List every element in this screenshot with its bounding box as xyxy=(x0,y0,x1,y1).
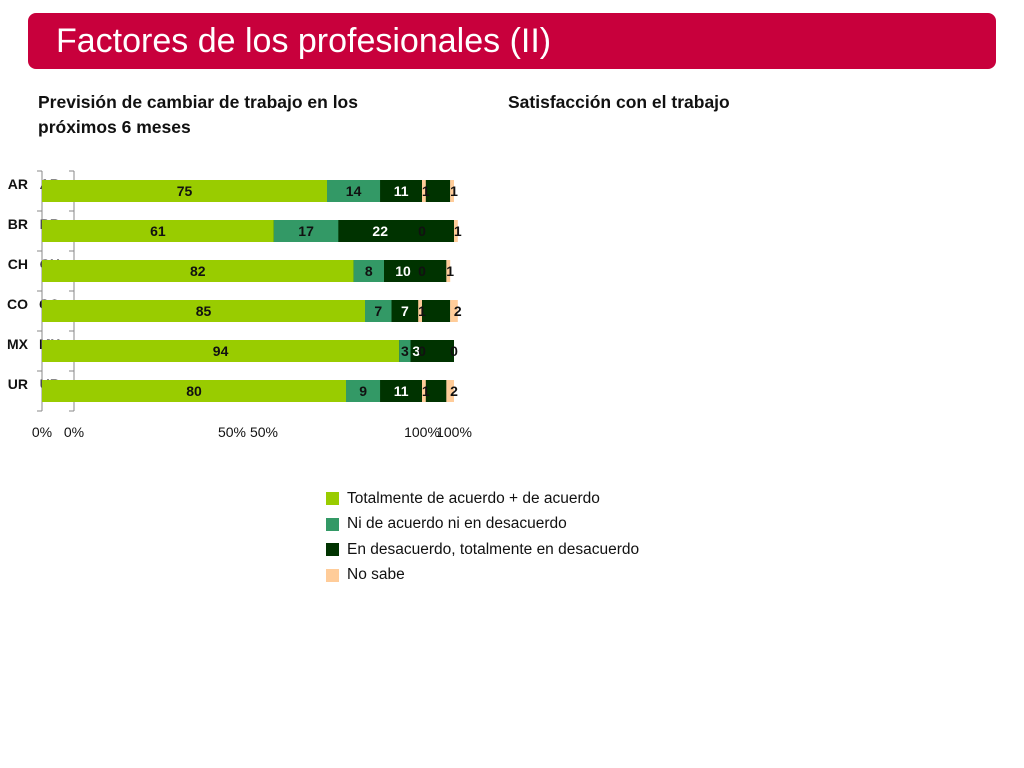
title-bar: Factores de los profesionales (II) xyxy=(28,13,996,69)
bar-segment xyxy=(353,260,384,282)
bar-segment xyxy=(42,340,400,362)
data-label: 2 xyxy=(454,303,462,319)
data-label: 1 xyxy=(454,223,462,239)
bar-segment xyxy=(380,180,422,202)
data-label: 14 xyxy=(346,183,362,199)
bar-segment xyxy=(391,300,419,322)
data-label: 1 xyxy=(418,303,426,319)
data-label: 61 xyxy=(150,223,166,239)
bar-segment xyxy=(422,180,426,202)
bar-segment xyxy=(42,380,346,402)
legend-item: En desacuerdo, totalmente en desacuerdo xyxy=(326,537,639,563)
bar-segment xyxy=(42,300,365,322)
data-label: 0 xyxy=(418,343,426,359)
data-label: 75 xyxy=(177,183,193,199)
chart-title-job-change: Previsión de cambiar de trabajo en los p… xyxy=(38,92,358,137)
legend-swatch xyxy=(326,492,339,506)
category-label: BR xyxy=(8,216,28,232)
data-label: 7 xyxy=(374,303,382,319)
bar-segment xyxy=(42,180,327,202)
data-label: 1 xyxy=(450,183,458,199)
page-title: Factores de los profesionales (II) xyxy=(56,22,552,60)
chart-title-satisfaction: Satisfacción con el trabajo xyxy=(508,92,730,112)
category-label: AR xyxy=(8,176,28,192)
legend-swatch xyxy=(326,543,339,557)
bar-segment xyxy=(422,380,426,402)
data-label: 3 xyxy=(401,343,409,359)
data-label: 2 xyxy=(450,383,458,399)
data-label: 0 xyxy=(418,263,426,279)
bar-segment xyxy=(42,260,354,282)
x-tick-label: 50% xyxy=(218,424,246,440)
data-label: 22 xyxy=(372,223,388,239)
data-label: 85 xyxy=(196,303,212,319)
legend-item: Ni de acuerdo ni en desacuerdo xyxy=(326,512,639,538)
legend-label: Totalmente de acuerdo + de acuerdo xyxy=(347,489,600,507)
data-label: 94 xyxy=(213,343,229,359)
category-label: MX xyxy=(7,336,29,352)
category-label: CH xyxy=(8,256,28,272)
data-label: 82 xyxy=(190,263,206,279)
x-tick-label: 50% xyxy=(250,424,278,440)
legend-label: Ni de acuerdo ni en desacuerdo xyxy=(347,515,567,533)
x-tick-label: 0% xyxy=(32,424,52,440)
data-label: 1 xyxy=(422,183,430,199)
data-label: 11 xyxy=(394,183,409,199)
data-label: 9 xyxy=(359,383,367,399)
bar-segment xyxy=(384,260,422,282)
data-label: 7 xyxy=(401,303,409,319)
bar-segment xyxy=(273,220,339,242)
data-label: 11 xyxy=(394,383,409,399)
chart-satisfaction: 0% 50% 100%AR 75 14 11 1BR 61 17 22 0CH 82 8 10 0CO 85 7… xyxy=(7,170,440,440)
bar-segment xyxy=(446,380,454,402)
bar-segment xyxy=(446,260,451,282)
bar-segment xyxy=(418,300,422,322)
x-tick-label: 100% xyxy=(404,424,440,440)
legend-label: En desacuerdo, totalmente en desacuerdo xyxy=(347,540,640,558)
category-label: UR xyxy=(8,376,28,392)
data-label: 17 xyxy=(298,223,314,239)
legend-item: Totalmente de acuerdo + de acuerdo xyxy=(326,486,639,512)
bar-segment xyxy=(42,220,274,242)
bar-segment xyxy=(410,340,422,362)
legend-label: No sabe xyxy=(347,566,405,584)
bar-segment xyxy=(399,340,411,362)
data-label: 3 xyxy=(412,343,420,359)
bar-segment xyxy=(450,300,458,322)
bar-segment xyxy=(380,380,422,402)
data-label: 80 xyxy=(186,383,202,399)
bar-segment xyxy=(365,300,392,322)
bar-segment xyxy=(338,220,422,242)
bar-segment xyxy=(346,380,381,402)
x-tick-label: 0% xyxy=(64,424,84,440)
bar-segment xyxy=(450,180,454,202)
data-label: 10 xyxy=(395,263,411,279)
data-label: 1 xyxy=(422,383,430,399)
data-label: 1 xyxy=(446,263,454,279)
category-label: CO xyxy=(7,296,28,312)
legend-item: No sabe xyxy=(326,563,639,589)
legend: Totalmente de acuerdo + de acuerdo Ni de… xyxy=(326,486,639,588)
legend-swatch xyxy=(326,517,339,531)
bar-segment xyxy=(327,180,381,202)
legend-swatch xyxy=(326,568,339,582)
data-label: 8 xyxy=(365,263,373,279)
data-label: 0 xyxy=(418,223,426,239)
bar-segment xyxy=(454,220,458,242)
data-label: 0 xyxy=(450,343,458,359)
x-tick-label: 100% xyxy=(436,424,472,440)
